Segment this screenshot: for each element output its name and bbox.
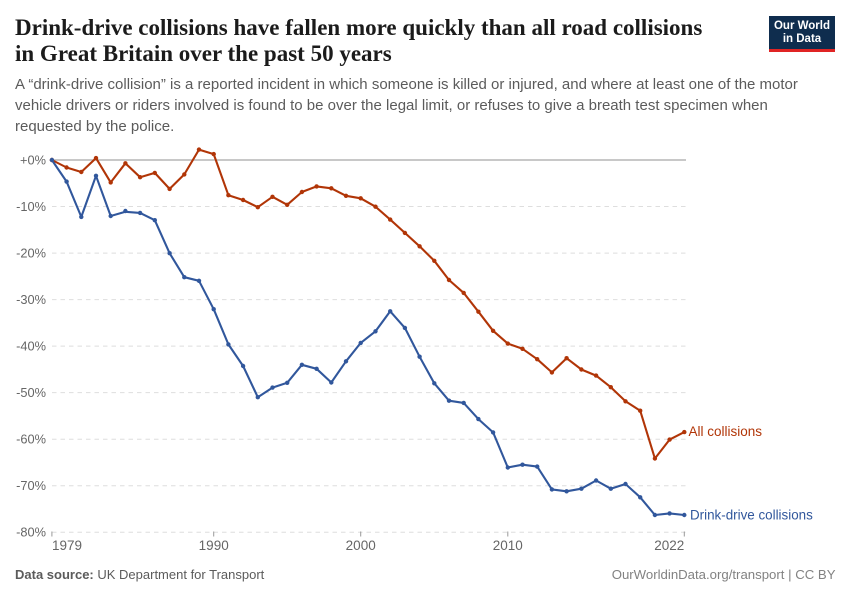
svg-text:2022: 2022 xyxy=(654,538,684,553)
svg-text:+0%: +0% xyxy=(20,153,46,168)
svg-text:-80%: -80% xyxy=(16,525,46,540)
svg-text:-40%: -40% xyxy=(16,339,46,354)
svg-text:1990: 1990 xyxy=(199,538,229,553)
svg-text:-70%: -70% xyxy=(16,478,46,493)
svg-text:-20%: -20% xyxy=(16,246,46,261)
svg-text:-50%: -50% xyxy=(16,385,46,400)
svg-text:All collisions: All collisions xyxy=(689,424,763,439)
svg-text:2000: 2000 xyxy=(346,538,376,553)
svg-text:Drink-drive collisions: Drink-drive collisions xyxy=(690,508,813,523)
svg-text:-30%: -30% xyxy=(16,292,46,307)
svg-text:-10%: -10% xyxy=(16,199,46,214)
svg-text:2010: 2010 xyxy=(493,538,523,553)
svg-text:1979: 1979 xyxy=(52,538,82,553)
svg-text:-60%: -60% xyxy=(16,432,46,447)
